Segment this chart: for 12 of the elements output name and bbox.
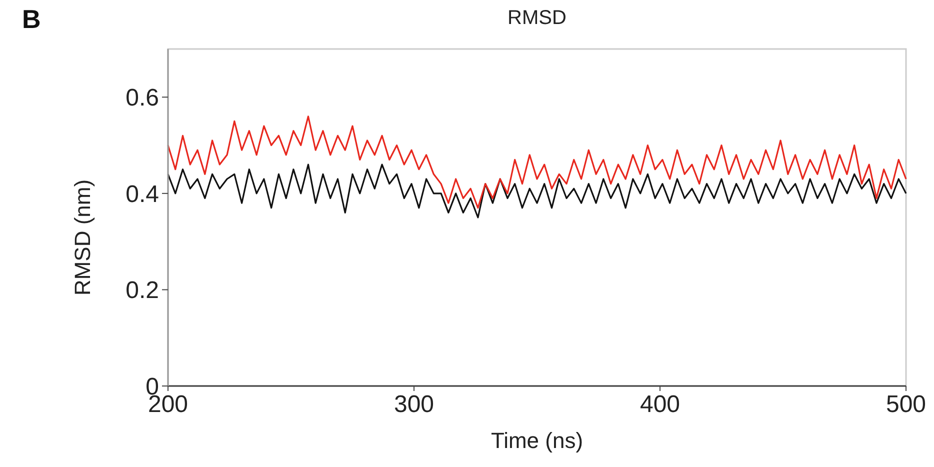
chart-title: RMSD [508, 7, 566, 29]
x-axis-title: Time (ns) [490, 428, 584, 453]
y-tick-label: 0.6 [126, 84, 159, 112]
line-series [167, 116, 907, 209]
x-tick-label: 400 [640, 391, 680, 418]
y-axis-title: RMSD (nm) [70, 179, 95, 296]
text: B [22, 4, 41, 34]
y-tick-label: 0.2 [126, 277, 159, 304]
x-tick-label: 300 [394, 391, 434, 418]
x-tick-label: 500 [886, 391, 926, 418]
y-tick-label: 0.4 [126, 180, 159, 208]
line-series [167, 164, 907, 218]
